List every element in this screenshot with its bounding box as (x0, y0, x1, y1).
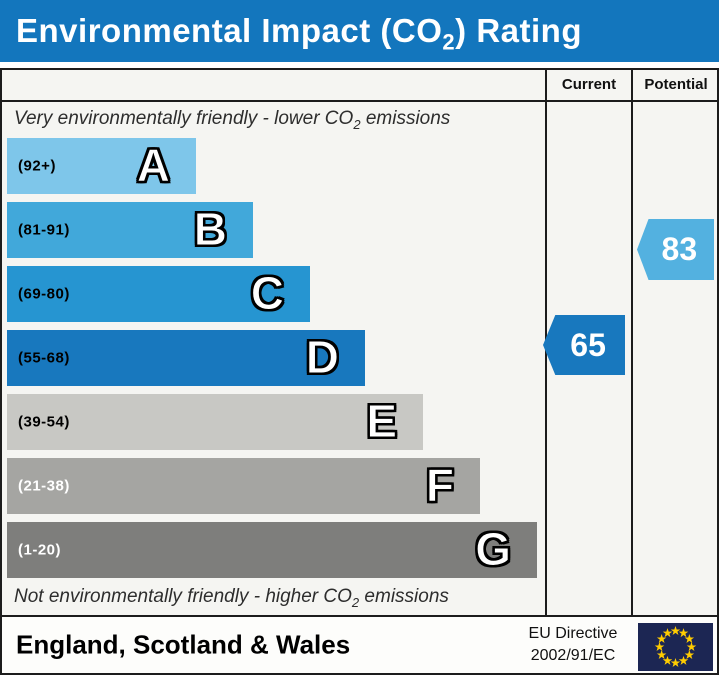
current-rating-arrow: 65 (543, 315, 625, 375)
caption-top-subscript: 2 (353, 116, 361, 132)
band-b: (81-91) B (7, 202, 253, 258)
band-e: (39-54) E (7, 394, 423, 450)
eu-directive-label: EU Directive 2002/91/EC (516, 623, 630, 667)
band-e-letter: E (366, 394, 398, 447)
caption-top-suffix: emissions (360, 108, 451, 129)
caption-top: Very environmentally friendly - lower CO… (14, 108, 451, 132)
band-d-range: (55-68) (18, 349, 70, 367)
band-f: (21-38) F (7, 458, 480, 514)
page-title: Environmental Impact (CO2) Rating (0, 0, 719, 62)
band-f-range: (21-38) (18, 477, 70, 495)
eu-flag-icon (638, 623, 713, 671)
band-d: (55-68) D (7, 330, 365, 386)
caption-bottom-text: Not environmentally friendly - higher CO (14, 586, 352, 607)
potential-rating-arrow: 83 (637, 219, 714, 280)
band-c-letter: C (250, 266, 284, 319)
title-subscript: 2 (442, 29, 456, 55)
eu-directive-line1: EU Directive (528, 625, 618, 642)
title-text-suffix: ) Rating (455, 12, 582, 49)
caption-top-text: Very environmentally friendly - lower CO (14, 108, 354, 129)
potential-rating-value: 83 (661, 231, 698, 267)
band-g: (1-20) G (7, 522, 537, 578)
band-a: (92+) A (7, 138, 196, 194)
caption-bottom-suffix: emissions (359, 586, 449, 607)
band-b-range: (81-91) (18, 221, 70, 239)
band-b-letter: B (193, 202, 227, 255)
column-header-current: Current (561, 76, 617, 93)
region-label: England, Scotland & Wales (16, 629, 351, 660)
caption-bottom: Not environmentally friendly - higher CO… (14, 586, 449, 610)
band-a-range: (92+) (18, 157, 56, 175)
footer: England, Scotland & Wales EU Directive 2… (0, 615, 719, 675)
eu-directive-line2: 2002/91/EC (530, 647, 616, 664)
caption-bottom-subscript: 2 (351, 594, 360, 610)
band-f-letter: F (425, 458, 454, 511)
band-g-range: (1-20) (18, 541, 62, 559)
column-header-potential: Potential (644, 76, 708, 93)
band-c: (69-80) C (7, 266, 310, 322)
band-c-range: (69-80) (18, 285, 70, 303)
band-e-range: (39-54) (18, 413, 70, 431)
title-text: Environmental Impact (CO (16, 12, 443, 49)
potential-column-divider (631, 68, 633, 617)
current-rating-value: 65 (570, 326, 606, 363)
band-a-letter: A (136, 138, 170, 191)
band-d-letter: D (305, 330, 339, 383)
title-bar: Environmental Impact (CO2) Rating (0, 0, 719, 62)
header-row-divider (0, 100, 719, 102)
band-g-letter: G (475, 522, 512, 575)
